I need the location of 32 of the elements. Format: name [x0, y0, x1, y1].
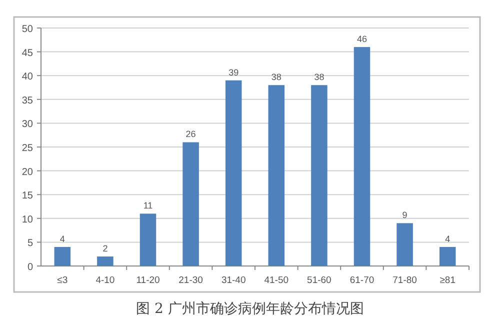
- x-tick-label: 11-20: [136, 275, 160, 286]
- text: 图 2 广州市确诊病例年龄分布情况图: [136, 301, 364, 317]
- x-tick-label: 71-80: [392, 275, 417, 286]
- y-tick-label: 20: [22, 166, 34, 178]
- data-label: 2: [102, 243, 108, 254]
- data-label: 26: [186, 129, 196, 140]
- x-tick-label: 41-50: [264, 275, 289, 286]
- data-label: 9: [402, 210, 408, 220]
- x-tick-label: ≥81: [440, 275, 456, 286]
- data-label: 11: [143, 200, 153, 211]
- x-tick-label: 21-30: [178, 275, 203, 286]
- data-label: 39: [228, 67, 239, 78]
- y-tick-label: 35: [22, 95, 34, 106]
- y-tick-label: 0: [27, 262, 34, 273]
- y-tick-label: 40: [22, 72, 34, 83]
- y-tick-label: 25: [22, 143, 34, 154]
- data-label: 4: [445, 234, 450, 244]
- y-tick-label: 5: [27, 238, 34, 250]
- x-tick-label: 61-70: [350, 275, 374, 286]
- x-tick-label: ≤3: [57, 275, 68, 286]
- y-tick-label: 50: [22, 24, 34, 35]
- x-tick-label: 4-10: [96, 275, 115, 286]
- data-label: 46: [356, 34, 368, 44]
- x-tick-label: 31-40: [221, 275, 246, 286]
- y-tick-label: 30: [22, 119, 34, 130]
- x-tick-label: 51-60: [307, 275, 332, 286]
- data-label: 4: [60, 234, 65, 244]
- y-tick-label: 10: [22, 214, 34, 226]
- y-tick-label: 15: [22, 190, 34, 202]
- data-label: 38: [271, 72, 282, 82]
- data-label: 38: [314, 72, 324, 82]
- y-tick-label: 45: [22, 48, 34, 59]
